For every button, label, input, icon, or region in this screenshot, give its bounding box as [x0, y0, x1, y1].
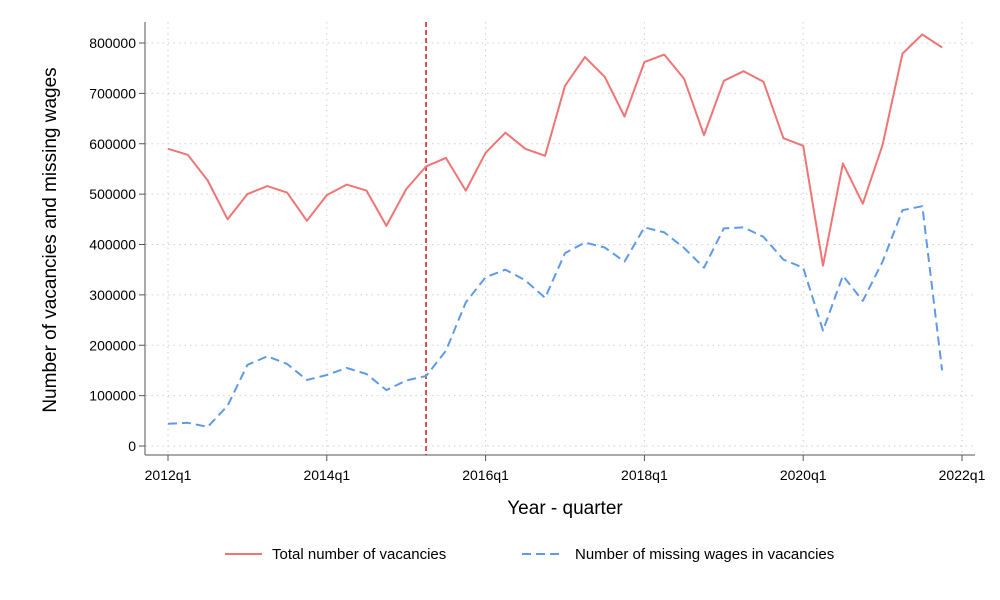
- y-tick-label: 0: [128, 438, 136, 454]
- x-tick-label: 2018q1: [621, 467, 668, 483]
- series-lines: [167, 33, 944, 428]
- grid-lines: [146, 22, 975, 454]
- legend: Total number of vacancies Number of missi…: [225, 546, 834, 563]
- x-tick-label: 2020q1: [780, 467, 827, 483]
- x-tick-label: 2016q1: [462, 467, 509, 483]
- y-axis-title: Number of vacancies and missing wages: [40, 67, 61, 412]
- x-tick-label: 2014q1: [303, 467, 350, 483]
- y-tick-label: 800000: [89, 35, 136, 51]
- y-tick-label: 300000: [89, 287, 136, 303]
- x-tick-label: 2022q1: [939, 467, 986, 483]
- axes: [139, 22, 975, 461]
- y-tick-label: 700000: [89, 85, 136, 101]
- x-tick-labels: 2012q1 2014q1 2016q1 2018q1 2020q1 2022q1: [145, 467, 986, 483]
- y-tick-label: 200000: [89, 337, 136, 353]
- y-tick-label: 100000: [89, 388, 136, 404]
- y-tick-label: 400000: [89, 237, 136, 253]
- x-tick-label: 2012q1: [145, 467, 192, 483]
- y-tick-label: 600000: [89, 136, 136, 152]
- legend-label-1: Total number of vacancies: [272, 546, 446, 563]
- x-axis-title: Year - quarter: [507, 498, 623, 519]
- y-tick-labels: 0 100000 200000 300000 400000 500000 600000 700…: [89, 35, 136, 454]
- legend-label-2: Number of missing wages in vacancies: [575, 546, 834, 563]
- series-line-2: [167, 205, 944, 428]
- y-tick-label: 500000: [89, 186, 136, 202]
- series-line-1: [167, 33, 943, 267]
